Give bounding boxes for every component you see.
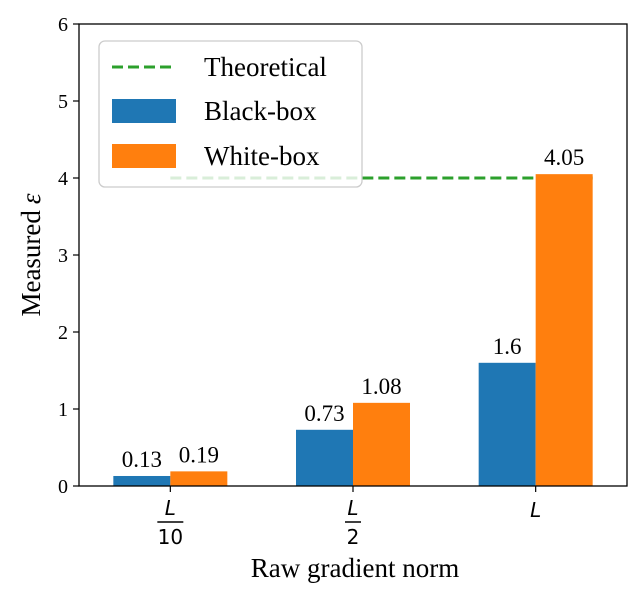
data-label: 4.05 [544,145,584,170]
x-tick-label-denominator: 2 [347,525,360,549]
bar-black-box-2 [478,362,536,486]
y-tick-label: 2 [58,322,68,344]
bar-white-box-2 [535,174,593,486]
legend: Theoretical Black-box White-box [98,40,363,188]
x-tick-label-numerator: L [165,496,176,520]
x-tick-label-numerator: L [347,496,358,520]
x-tick-label: L [530,498,541,522]
legend-label: White-box [204,141,320,171]
y-tick-label: 6 [58,14,68,36]
y-tick-label: 0 [58,476,68,498]
x-tick-label-denominator: 10 [158,525,183,549]
legend-swatch [112,144,176,168]
legend-label: Black-box [204,96,317,126]
x-tick-label: L2 [345,496,361,549]
y-tick-label: 4 [58,168,68,190]
bar-white-box-1 [353,402,410,486]
bar-white-box-0 [170,471,228,486]
x-tick-label: L 10 [157,496,184,549]
y-tick-label: 1 [58,399,68,421]
data-label: 0.73 [304,401,344,426]
y-axis-label-text: Measured [16,210,46,317]
plot-area: 0.13 0.73 1.6 0.19 1.08 4.05 [113,145,593,486]
data-label: 0.13 [122,447,162,472]
data-label: 1.6 [493,334,522,359]
y-tick-label: 3 [58,245,68,267]
bar-black-box-0 [113,475,171,486]
legend-swatch [112,99,176,123]
data-label: 0.19 [179,442,219,467]
bar-black-box-1 [296,429,353,486]
legend-label: Theoretical [204,52,327,82]
x-tick-label-numerator: L [530,498,541,522]
x-axis-label: Raw gradient norm [251,553,459,583]
y-tick-label: 5 [58,91,68,113]
y-axis-label-symbol: ε [16,193,46,204]
data-label: 1.08 [361,374,401,399]
y-axis-label: Measured ε [16,193,46,316]
